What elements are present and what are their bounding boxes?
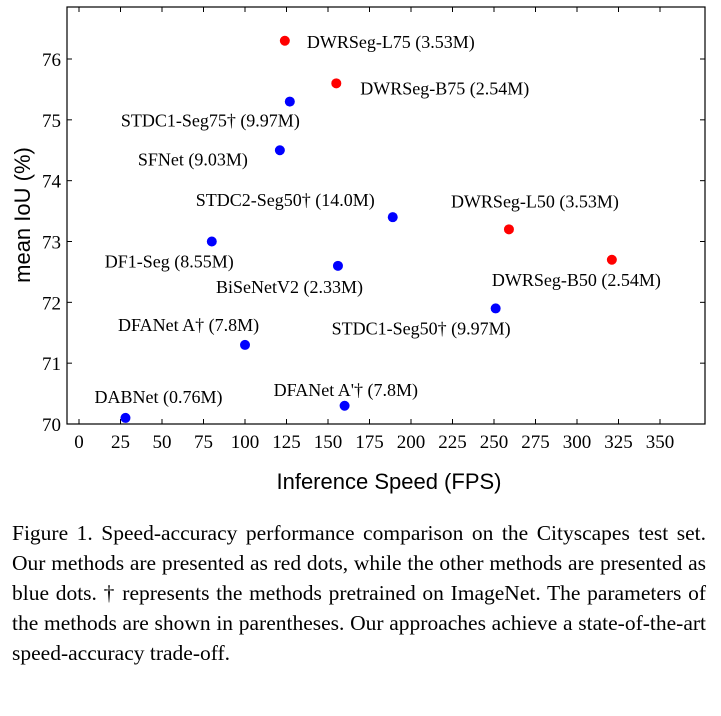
point-label: STDC1-Seg75† (9.97M) (121, 111, 300, 132)
point-label: DWRSeg-B75 (2.54M) (360, 78, 529, 99)
x-tick-label: 200 (397, 432, 426, 453)
x-tick-label: 50 (153, 432, 172, 453)
x-tick-label: 25 (111, 432, 130, 453)
point-label: STDC1-Seg50† (9.97M) (332, 318, 511, 339)
plot-frame (66, 6, 706, 425)
data-point-blue (240, 339, 250, 350)
x-tick-label: 325 (604, 432, 633, 453)
data-point-blue (490, 303, 501, 314)
x-tick-label: 225 (438, 432, 467, 453)
x-tick-label: 300 (563, 432, 592, 453)
point-label: DFANet A† (7.8M) (118, 315, 259, 336)
data-point-red (331, 78, 342, 89)
y-tick-label: 72 (42, 293, 61, 314)
data-point-blue (274, 145, 285, 156)
x-tick-label: 250 (480, 432, 509, 453)
point-label: DF1-Seg (8.55M) (105, 252, 234, 273)
data-point-red (279, 35, 290, 46)
x-tick-label: 75 (194, 432, 213, 453)
x-tick-label: 0 (74, 432, 84, 453)
data-point-blue (339, 400, 350, 411)
data-point-blue (387, 212, 398, 223)
x-axis-title: Inference Speed (FPS) (276, 469, 501, 494)
point-label: DFANet A'† (7.8M) (274, 380, 418, 401)
y-axis-ticks: 70 71 72 73 74 75 76 (42, 50, 705, 436)
y-tick-label: 76 (42, 50, 61, 71)
y-tick-label: 74 (42, 172, 62, 193)
scatter-chart: 0 25 50 75 100 125 150 175 200 225 250 275 300 325 350… (10, 6, 706, 494)
point-label: DWRSeg-L50 (3.53M) (451, 191, 619, 212)
point-label: STDC2-Seg50† (14.0M) (196, 190, 375, 211)
data-point-red (606, 254, 617, 265)
y-tick-label: 71 (42, 354, 61, 375)
point-label: DABNet (0.76M) (94, 387, 222, 408)
point-label: DWRSeg-B50 (2.54M) (492, 270, 661, 291)
x-tick-label: 275 (521, 432, 550, 453)
y-axis-title: mean IoU (%) (10, 147, 35, 283)
point-labels: DWRSeg-L75 (3.53M) DWRSeg-B75 (2.54M) DWRS… (94, 32, 660, 408)
data-points (120, 35, 617, 423)
x-tick-label: 150 (314, 432, 343, 453)
data-point-blue (120, 412, 131, 423)
data-point-blue (284, 96, 295, 107)
point-label: DWRSeg-L75 (3.53M) (307, 32, 475, 53)
x-tick-label: 125 (272, 432, 301, 453)
x-tick-label: 100 (231, 432, 260, 453)
x-tick-label: 350 (646, 432, 675, 453)
data-point-blue (206, 236, 217, 247)
x-axis-ticks: 0 25 50 75 100 125 150 175 200 225 250 275 300 325 350 (74, 7, 674, 453)
y-tick-label: 70 (42, 415, 61, 436)
figure-caption: Figure 1. Speed-accuracy performance com… (12, 521, 706, 665)
data-point-blue (332, 260, 343, 271)
point-label: SFNet (9.03M) (138, 149, 248, 170)
data-point-red (503, 224, 514, 235)
y-tick-label: 73 (42, 233, 61, 254)
point-label: BiSeNetV2 (2.33M) (216, 277, 363, 298)
x-tick-label: 175 (355, 432, 384, 453)
y-tick-label: 75 (42, 111, 61, 132)
